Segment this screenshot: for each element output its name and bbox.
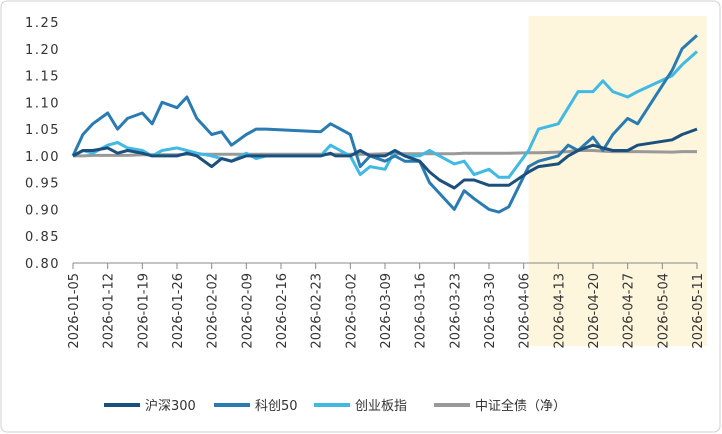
- x-tick-label: 2026-03-23: [448, 273, 463, 349]
- x-tick-label: 2026-02-02: [206, 273, 221, 349]
- y-tick-label: 1.15: [25, 70, 60, 85]
- y-tick-label: 1.00: [25, 150, 60, 165]
- series-line: [72, 50, 698, 179]
- x-tick-label: 2026-04-20: [587, 273, 602, 349]
- x-tick-label: 2026-03-16: [414, 273, 429, 349]
- x-tick-label: 2026-03-02: [344, 273, 359, 349]
- x-tick-label: 2026-04-27: [622, 273, 637, 349]
- x-tick-label: 2026-02-16: [275, 273, 290, 349]
- x-tick-label: 2026-02-09: [240, 273, 255, 349]
- y-tick-label: 1.10: [25, 96, 60, 111]
- x-tick-label: 2026-04-13: [552, 273, 567, 349]
- y-tick-label: 0.85: [25, 230, 60, 245]
- x-tick-label: 2026-01-12: [102, 273, 117, 349]
- x-tick-label: 2026-03-09: [379, 273, 394, 349]
- legend-label: 创业板指: [355, 399, 407, 414]
- y-tick-label: 0.80: [25, 257, 60, 272]
- x-tick-label: 2026-05-04: [656, 273, 671, 349]
- x-tick-label: 2026-01-19: [136, 273, 151, 349]
- y-tick-label: 1.25: [25, 16, 60, 31]
- x-tick-label: 2026-01-26: [171, 273, 186, 349]
- legend-label: 沪深300: [145, 398, 196, 414]
- y-tick-label: 1.05: [25, 123, 60, 138]
- y-tick-label: 1.20: [25, 43, 60, 58]
- x-tick-label: 2026-01-05: [67, 273, 82, 349]
- legend-label: 中证全债（净）: [475, 398, 566, 414]
- x-tick-label: 2026-03-30: [483, 273, 498, 349]
- series-line: [72, 127, 698, 190]
- y-tick-label: 0.95: [25, 177, 60, 192]
- x-tick-label: 2026-05-11: [691, 273, 706, 349]
- legend-label: 科创50: [255, 399, 298, 414]
- x-tick-label: 2026-02-23: [310, 273, 325, 349]
- x-tick-label: 2026-04-06: [518, 273, 533, 349]
- y-tick-label: 0.90: [25, 203, 60, 218]
